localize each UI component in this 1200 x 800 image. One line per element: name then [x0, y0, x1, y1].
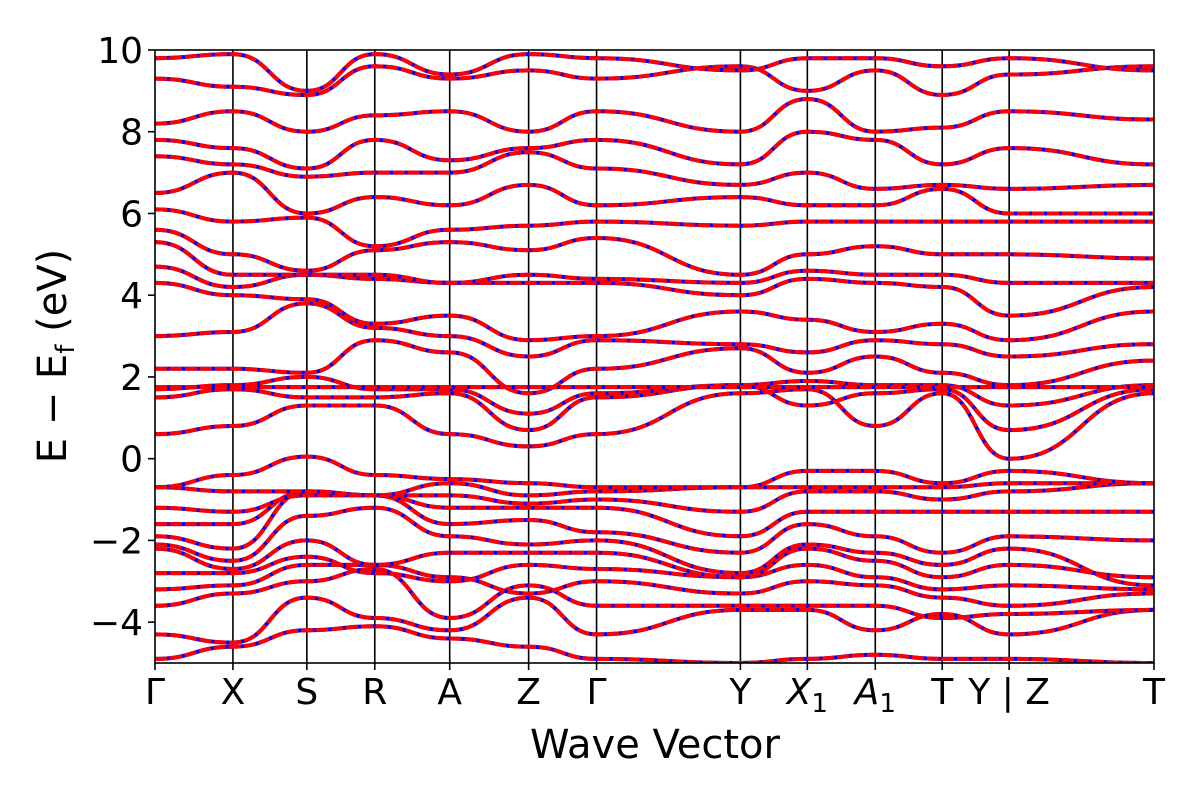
y-axis-title-sub: f: [51, 344, 81, 354]
x-tick-label: Y | Z: [967, 672, 1050, 713]
band-line-red: [155, 595, 1154, 645]
band-line-red: [155, 383, 1154, 433]
band-line-red: [155, 566, 1154, 621]
y-axis-title-unit: (eV): [30, 249, 76, 345]
band-line-red: [155, 554, 1154, 592]
band-line-blue: [155, 227, 1154, 277]
band-line-red: [155, 481, 1154, 498]
band-line-red: [155, 489, 1154, 555]
band-line-blue: [155, 280, 1154, 343]
y-tick-label: 10: [97, 31, 143, 72]
y-axis-title-main: E − E: [30, 354, 76, 464]
y-tick-label: −2: [90, 521, 143, 562]
y-tick-label: 6: [120, 194, 143, 235]
x-tick-label: Γ: [587, 672, 607, 713]
band-line-blue: [155, 489, 1154, 539]
band-line-red: [155, 338, 1154, 396]
band-line-red: [155, 240, 1154, 285]
band-line-red: [155, 562, 1154, 608]
y-tick-label: 2: [120, 358, 143, 399]
band-line-red: [155, 505, 1154, 588]
band-line-red: [155, 454, 1154, 490]
x-tick-label: Y: [728, 672, 752, 713]
band-line-blue: [155, 96, 1154, 134]
band-line-red: [155, 96, 1154, 134]
band-line-red: [155, 207, 1154, 249]
band-line-red: [155, 280, 1154, 343]
x-tick-label: X: [221, 672, 246, 713]
band-lines: [155, 52, 1154, 663]
band-line-red: [155, 624, 1154, 663]
band-line-red: [155, 538, 1154, 580]
y-tick-label: 0: [120, 440, 143, 481]
x-tick-label: Γ: [145, 672, 165, 713]
x-tick-label: S: [295, 672, 318, 713]
band-line-blue: [155, 150, 1154, 191]
plot-frame: [154, 49, 1155, 664]
x-tick-label: A1: [853, 672, 896, 719]
x-tick-label: T: [1142, 672, 1166, 713]
x-tick-label: T: [930, 672, 954, 713]
x-tick-label: X1: [785, 672, 828, 719]
band-line-blue: [155, 170, 1154, 216]
x-tick-label: Z: [516, 672, 541, 713]
band-line-red: [155, 227, 1154, 277]
band-line-blue: [155, 566, 1154, 621]
band-line-red: [155, 387, 1154, 461]
y-tick-label: −4: [90, 603, 143, 644]
y-axis-title: E − Ef (eV): [30, 249, 81, 464]
band-line-red: [155, 150, 1154, 191]
x-tick-label: R: [362, 672, 387, 713]
band-line-red: [155, 64, 1154, 98]
band-line-blue: [155, 489, 1154, 555]
band-line-blue: [155, 52, 1154, 93]
band-line-red: [155, 170, 1154, 216]
band-line-red: [155, 52, 1154, 93]
band-line-red: [155, 301, 1154, 359]
band-line-blue: [155, 387, 1154, 461]
y-tick-label: 8: [120, 113, 143, 154]
x-tick-label: A: [437, 672, 462, 713]
y-axis-ticks: 10 8 6 4 2 0 −2 −4: [90, 31, 155, 644]
band-line-red: [155, 489, 1154, 539]
x-axis-title: Wave Vector: [530, 722, 781, 768]
band-line-red: [155, 129, 1154, 171]
y-tick-label: 4: [120, 276, 143, 317]
x-axis-ticks: Γ X S R A Z Γ Y X1 A1 T Y | Z T: [145, 663, 1166, 719]
band-line-blue: [155, 505, 1154, 588]
band-line-red: [155, 481, 1154, 514]
